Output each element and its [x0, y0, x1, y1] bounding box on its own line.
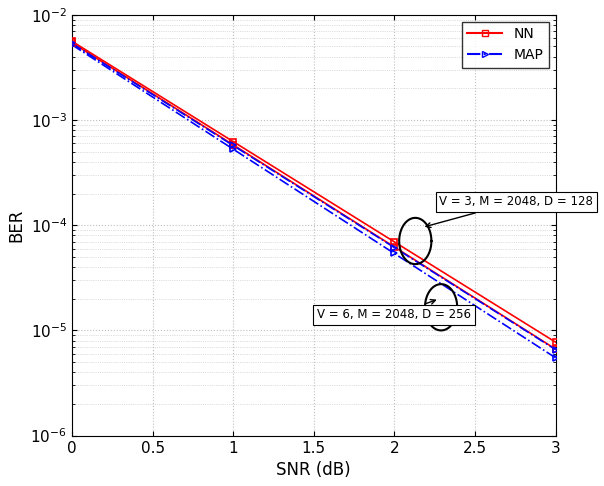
Legend: NN, MAP: NN, MAP: [462, 22, 548, 68]
Text: V = 6, M = 2048, D = 256: V = 6, M = 2048, D = 256: [317, 299, 471, 321]
Y-axis label: BER: BER: [7, 208, 25, 242]
Text: V = 3, M = 2048, D = 128: V = 3, M = 2048, D = 128: [426, 195, 593, 227]
X-axis label: SNR (dB): SNR (dB): [277, 461, 351, 479]
